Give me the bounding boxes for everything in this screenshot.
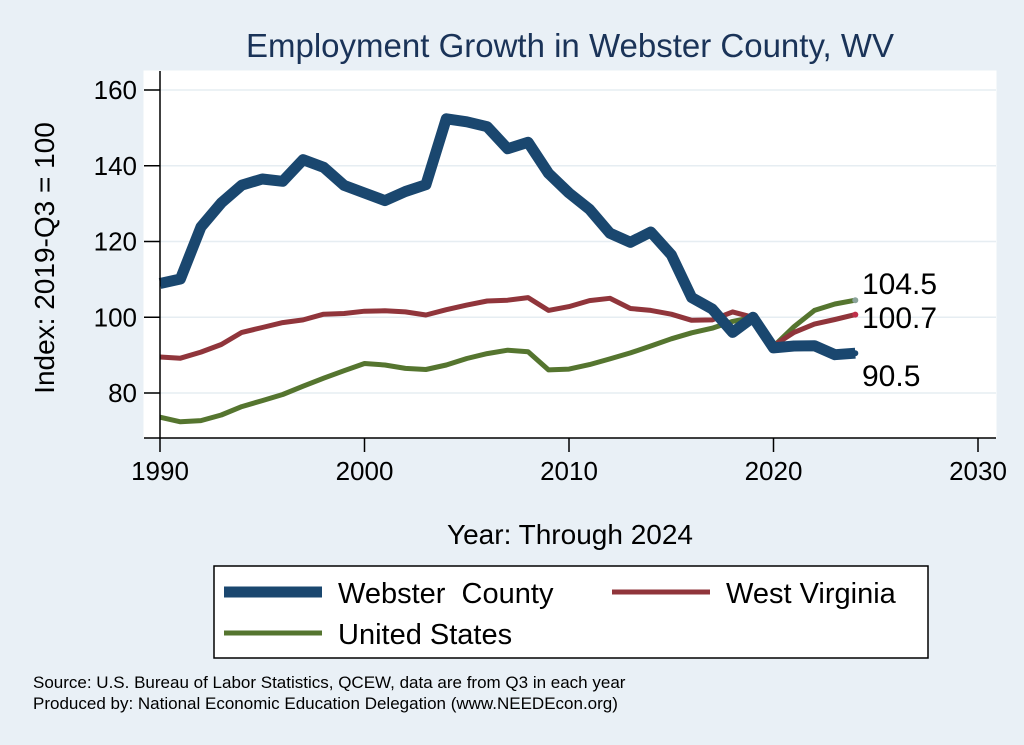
series-lines <box>158 113 859 425</box>
chart-title: Employment Growth in Webster County, WV <box>246 27 894 64</box>
series-line-west-virginia <box>159 295 856 361</box>
x-tick-label-2020: 2020 <box>745 456 803 486</box>
legend-label-webster-county: Webster County <box>338 578 554 610</box>
end-label-united-states: 104.5 <box>862 268 937 301</box>
series-line-united-states <box>159 297 856 425</box>
series-line-webster-county <box>158 113 856 361</box>
x-tick-label-2030: 2030 <box>949 456 1007 486</box>
y-tick-label-100: 100 <box>94 302 137 332</box>
legend-label-west-virginia: West Virginia <box>726 578 897 610</box>
y-tick-label-140: 140 <box>94 151 137 181</box>
end-point-united-states <box>852 297 859 304</box>
y-axis-title: Index: 2019-Q3 = 100 <box>29 122 60 394</box>
x-axis-title: Year: Through 2024 <box>447 519 693 550</box>
y-tick-label-120: 120 <box>94 227 137 257</box>
end-label-west-virginia: 100.7 <box>862 302 937 335</box>
legend-box <box>213 565 929 659</box>
end-label-webster-county: 90.5 <box>862 360 920 393</box>
producer-note: Produced by: National Economic Education… <box>33 694 618 713</box>
y-tick-label-160: 160 <box>94 75 137 105</box>
x-tick-label-2010: 2010 <box>540 456 598 486</box>
y-tick-label-80: 80 <box>108 378 137 408</box>
end-point-webster-county <box>852 350 859 357</box>
legend-label-united-states: United States <box>338 619 512 651</box>
x-tick-label-2000: 2000 <box>336 456 394 486</box>
source-note: Source: U.S. Bureau of Labor Statistics,… <box>33 673 626 692</box>
x-tick-label-1990: 1990 <box>131 456 189 486</box>
axes: 80 100 120 140 160 1990 2000 2010 2020 2030 <box>94 71 1007 486</box>
end-point-west-virginia <box>852 311 859 318</box>
plot-area <box>143 70 997 439</box>
legend: Webster County West Virginia United Stat… <box>213 565 929 659</box>
